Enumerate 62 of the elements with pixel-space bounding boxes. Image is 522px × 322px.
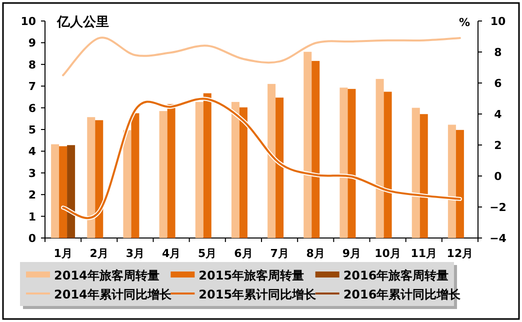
y2-tick-label: 8 bbox=[494, 46, 502, 59]
legend-label: 2016年累计同比增长 bbox=[343, 288, 462, 302]
x-tick-label: 3月 bbox=[126, 247, 145, 260]
x-tick-label: 12月 bbox=[446, 247, 474, 260]
y2-tick-label: 4 bbox=[494, 108, 502, 121]
y-tick-label: 0 bbox=[28, 232, 36, 245]
bar bbox=[131, 113, 140, 238]
y2-tick-label: 0 bbox=[494, 170, 502, 183]
y-axis-title: 亿人公里 bbox=[56, 15, 109, 30]
bar bbox=[312, 60, 320, 238]
bar bbox=[95, 120, 104, 238]
y-tick-label: 4 bbox=[28, 145, 36, 158]
bar bbox=[420, 114, 428, 238]
y-tick-label: 2 bbox=[28, 188, 36, 202]
bar bbox=[412, 108, 420, 238]
y-tick-label: 7 bbox=[28, 80, 36, 94]
x-tick-label: 11月 bbox=[410, 247, 438, 260]
bar bbox=[87, 117, 96, 238]
bar bbox=[456, 130, 464, 238]
legend-label: 2014年累计同比增长 bbox=[54, 288, 172, 302]
x-tick-label: 1月 bbox=[54, 247, 72, 260]
x-tick-label: 2月 bbox=[90, 247, 108, 260]
bar bbox=[239, 107, 248, 238]
legend-label: 2016年旅客周转量 bbox=[343, 268, 449, 282]
y2-tick-label: 2 bbox=[494, 139, 502, 152]
bar bbox=[348, 88, 356, 238]
x-tick-label: 4月 bbox=[162, 247, 181, 260]
bar bbox=[195, 102, 204, 238]
bar bbox=[276, 98, 284, 238]
y-tick-label: 9 bbox=[28, 36, 36, 50]
bar bbox=[51, 144, 60, 238]
y-tick-label: 6 bbox=[28, 102, 36, 115]
bar bbox=[268, 84, 276, 238]
bar bbox=[448, 124, 456, 238]
y2-tick-label: −4 bbox=[490, 232, 507, 245]
bar bbox=[376, 78, 384, 238]
bar bbox=[159, 111, 168, 238]
x-tick-label: 8月 bbox=[306, 247, 325, 260]
legend-label: 2015年旅客周转量 bbox=[198, 268, 304, 282]
x-tick-label: 10月 bbox=[374, 247, 401, 260]
y-tick-label: 1 bbox=[28, 210, 36, 224]
y-tick-label: 8 bbox=[28, 58, 36, 72]
y-tick-label: 5 bbox=[28, 124, 36, 136]
bar bbox=[304, 52, 312, 238]
x-tick-label: 7月 bbox=[270, 247, 289, 260]
y2-tick-label: 10 bbox=[490, 15, 506, 28]
bar bbox=[340, 88, 348, 238]
bar bbox=[231, 102, 240, 238]
x-tick-label: 6月 bbox=[234, 247, 253, 260]
legend-label: 2014年旅客周转量 bbox=[54, 268, 160, 282]
y-tick-label: 10 bbox=[20, 15, 36, 28]
y2-tick-label: −2 bbox=[490, 201, 506, 214]
bar bbox=[384, 92, 392, 238]
legend-label: 2015年累计同比增长 bbox=[198, 288, 318, 302]
y2-axis-title: % bbox=[458, 16, 470, 29]
x-tick-label: 9月 bbox=[342, 247, 362, 260]
y2-tick-label: 6 bbox=[494, 77, 502, 90]
bar bbox=[203, 93, 212, 238]
bar bbox=[123, 130, 132, 238]
x-tick-label: 5月 bbox=[198, 247, 217, 260]
bar bbox=[167, 104, 176, 238]
y-tick-label: 3 bbox=[28, 166, 36, 180]
